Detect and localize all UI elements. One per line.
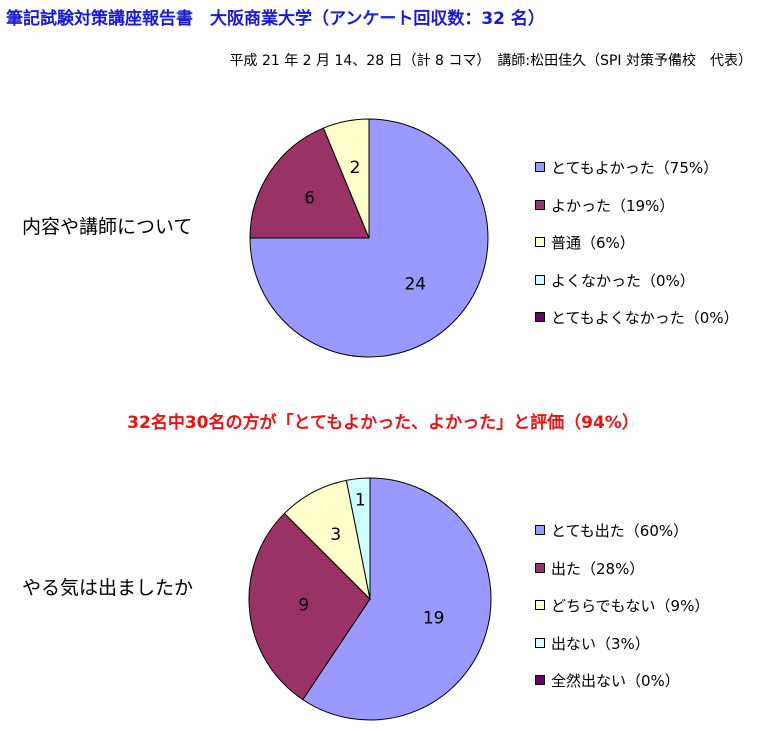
- pie-slice-value-label: 2: [350, 158, 361, 178]
- legend-swatch: [535, 562, 545, 573]
- legend-item: とてもよくなかった（0%）: [535, 307, 739, 345]
- legend-swatch: [535, 675, 545, 685]
- legend-item: 出た（28%）: [535, 558, 709, 596]
- evaluation-highlight: 32名中30名の方が「とてもよかった、よかった」と評価（94%）: [127, 413, 639, 433]
- legend-label: 出ない（3%）: [551, 634, 650, 653]
- legend-item: 出ない（3%）: [535, 633, 709, 671]
- pie-slice-2: [248, 512, 371, 701]
- pie-slice-3: [322, 118, 370, 239]
- legend-label: とてもよかった（75%）: [551, 159, 719, 177]
- pie-slice-1: [249, 118, 489, 358]
- pie-slice-2: [249, 127, 370, 239]
- legend-swatch: [535, 525, 545, 535]
- legend-swatch: [535, 199, 545, 210]
- legend-item: よかった（19%）: [535, 195, 739, 233]
- legend-label: 普通（6%）: [551, 234, 635, 252]
- legend-swatch: [535, 312, 545, 322]
- legend-item: どちらでもない（9%）: [535, 595, 709, 633]
- pie-slice-value-label: 1: [355, 490, 366, 510]
- pie-slice-value-label: 9: [298, 596, 309, 616]
- legend-label: よかった（19%）: [551, 196, 675, 215]
- legend-swatch: [535, 274, 545, 285]
- report-title: 筆記試験対策講座報告書 大阪商業大学（アンケート回収数：32 名）: [6, 9, 545, 29]
- legend-label: よくなかった（0%）: [551, 271, 695, 290]
- chart2-question-label: やる気は出ましたか: [22, 577, 194, 599]
- pie-slice-value-label: 6: [304, 188, 315, 208]
- legend-swatch: [535, 600, 545, 610]
- pie-slice-4: [345, 477, 371, 600]
- legend-swatch: [535, 237, 545, 247]
- pie-slice-value-label: 24: [404, 274, 426, 294]
- legend-label: どちらでもない（9%）: [551, 597, 710, 615]
- legend-content-instructor: とてもよかった（75%） よかった（19%） 普通（6%） よくなかった（0%） とても…: [535, 157, 739, 345]
- pie-slice-1: [302, 477, 492, 721]
- legend-item: 普通（6%）: [535, 232, 739, 270]
- chart1-question-label: 内容や講師について: [22, 216, 193, 238]
- legend-label: 出た（28%）: [551, 559, 645, 578]
- legend-item: とてもよかった（75%）: [535, 157, 739, 195]
- report-subtitle: 平成 21 年 2 月 14、28 日（計 8 コマ） 講師:松田佳久（SPI …: [229, 53, 752, 69]
- legend-swatch: [535, 162, 545, 172]
- legend-swatch: [535, 637, 545, 648]
- legend-label: とてもよくなかった（0%）: [551, 309, 739, 327]
- legend-motivation: とても出た（60%） 出た（28%） どちらでもない（9%） 出ない（3%） 全然出ない…: [535, 520, 709, 708]
- legend-item: 全然出ない（0%）: [535, 670, 709, 708]
- legend-item: とても出た（60%）: [535, 520, 709, 558]
- legend-item: よくなかった（0%）: [535, 270, 739, 308]
- legend-label: とても出た（60%）: [551, 522, 689, 540]
- legend-label: 全然出ない（0%）: [551, 672, 680, 690]
- pie-slice-value-label: 19: [423, 608, 445, 628]
- pie-slice-value-label: 3: [330, 525, 341, 545]
